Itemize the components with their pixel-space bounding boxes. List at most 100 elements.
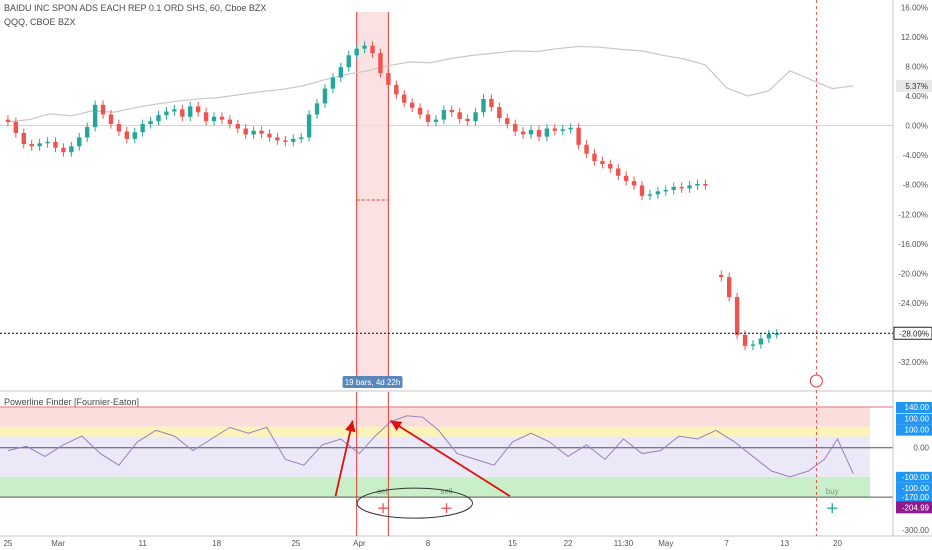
candle-body — [600, 161, 605, 165]
candle-body — [251, 130, 256, 135]
candle-body — [417, 107, 423, 115]
candle-body — [140, 124, 145, 133]
candle-body — [84, 127, 90, 138]
candle-body — [298, 137, 304, 139]
candle-body — [750, 344, 756, 346]
warning-band — [0, 426, 870, 437]
level-tag-text: -170.00 — [902, 493, 930, 502]
time-axis-tick: 13 — [780, 539, 789, 548]
price-axis-tick: -24.00% — [898, 299, 928, 308]
time-axis-tick: 11:30 — [614, 539, 634, 548]
candle-body — [148, 121, 153, 125]
candle-body — [671, 186, 676, 190]
oscillator-line — [7, 415, 854, 478]
indicator-bands — [0, 406, 893, 498]
candle-body — [394, 84, 399, 95]
measure-box — [356, 12, 389, 376]
candle-body — [243, 128, 248, 135]
candle-body — [520, 131, 526, 135]
candle-body — [497, 107, 502, 119]
time-axis-tick: 22 — [564, 539, 573, 548]
candle-body — [211, 116, 217, 122]
candle-body — [647, 194, 653, 196]
candle-body — [188, 106, 193, 117]
candle-body — [774, 333, 779, 335]
candle-body — [489, 98, 494, 108]
candle-body — [631, 181, 637, 186]
candle-body — [164, 111, 169, 116]
candle-body — [275, 137, 280, 141]
candle-body — [639, 185, 645, 196]
price-axis-tick: -4.00% — [903, 151, 928, 160]
indicator-axis[interactable]: 140.00100.00100.000.00-100.00-100.00-170… — [896, 402, 932, 535]
candle-body — [433, 119, 439, 122]
candle-body — [338, 67, 344, 78]
measure-label-box — [342, 376, 403, 388]
price-axis-tick: 12.00% — [901, 33, 928, 42]
candle-body — [663, 189, 668, 192]
candle-body — [409, 102, 415, 108]
candle-body — [703, 183, 708, 186]
earnings-marker-icon — [809, 374, 823, 388]
candle-body — [156, 115, 161, 122]
candle-body — [687, 185, 692, 189]
time-axis-tick: 15 — [508, 539, 517, 548]
signal-label: sell — [440, 487, 452, 496]
compare-symbol-label[interactable]: QQQ, CBOE BZX — [4, 17, 76, 27]
price-axis[interactable]: 16.00% 12.00% 8.00% 4.00% 0.00% -4.00% -8.00% -… — [893, 3, 932, 367]
time-axis-tick: 25 — [3, 539, 12, 548]
candle-body — [61, 147, 66, 153]
candle-body — [370, 45, 375, 54]
candle-body — [386, 73, 391, 85]
candle-body — [330, 77, 336, 89]
candle-body — [53, 141, 58, 148]
candle-body — [449, 110, 454, 113]
compare-value-text: 5.37% — [905, 82, 928, 91]
candle-body — [528, 130, 534, 135]
annotation-arrow-left — [334, 420, 356, 497]
candle-body — [259, 130, 264, 134]
level-tag-text: -100.00 — [902, 473, 930, 482]
time-axis-tick: 25 — [291, 539, 300, 548]
candle-body — [560, 129, 565, 131]
candle-body — [616, 168, 621, 176]
overbought-band — [0, 407, 870, 427]
price-axis-tick: 0.00% — [905, 122, 928, 131]
price-axis-tick: 8.00% — [905, 62, 928, 71]
oscillator-value-text: -204.99 — [902, 503, 930, 512]
level-tag — [896, 424, 932, 436]
candle-body — [195, 106, 201, 113]
indicator-axis-tick: 0.00 — [913, 444, 929, 453]
candle-body — [441, 110, 447, 120]
candle-body — [623, 175, 629, 182]
last-price-tag — [893, 326, 932, 340]
signal-label: sell — [377, 487, 389, 496]
price-axis-tick: -32.00% — [898, 358, 928, 367]
candle-body — [742, 334, 748, 346]
candle-body — [108, 114, 114, 125]
indicator-title[interactable]: Powerline Finder [Fournier-Eaton] — [4, 397, 140, 407]
time-axis-tick: 11 — [139, 539, 148, 548]
candle-body — [124, 131, 130, 139]
candle-body — [465, 118, 470, 122]
level-tag — [896, 402, 932, 413]
measure-label: 19 bars, 4d 22h — [345, 378, 401, 387]
symbol-title[interactable]: BAIDU INC SPON ADS EACH REP 0.1 ORD SHS,… — [4, 3, 267, 13]
level-tag — [896, 492, 932, 504]
candle-body — [505, 118, 510, 125]
candle-body — [219, 116, 225, 120]
grid — [0, 0, 932, 537]
candle-body — [362, 45, 367, 49]
price-axis-tick: 16.00% — [901, 3, 928, 12]
candle-body — [172, 109, 177, 112]
time-axis[interactable]: 25 Mar 11 18 25 Apr 8 15 22 11:30 May 7 13 20 — [3, 539, 842, 548]
oscillator-value-tag — [896, 501, 932, 514]
candle-body — [719, 274, 724, 278]
time-axis-tick: Mar — [51, 539, 65, 548]
oversold-band — [0, 476, 870, 498]
candle-body — [180, 109, 185, 117]
time-axis-tick: 7 — [724, 539, 729, 548]
candle-body — [77, 137, 82, 147]
candle-body — [283, 140, 288, 142]
